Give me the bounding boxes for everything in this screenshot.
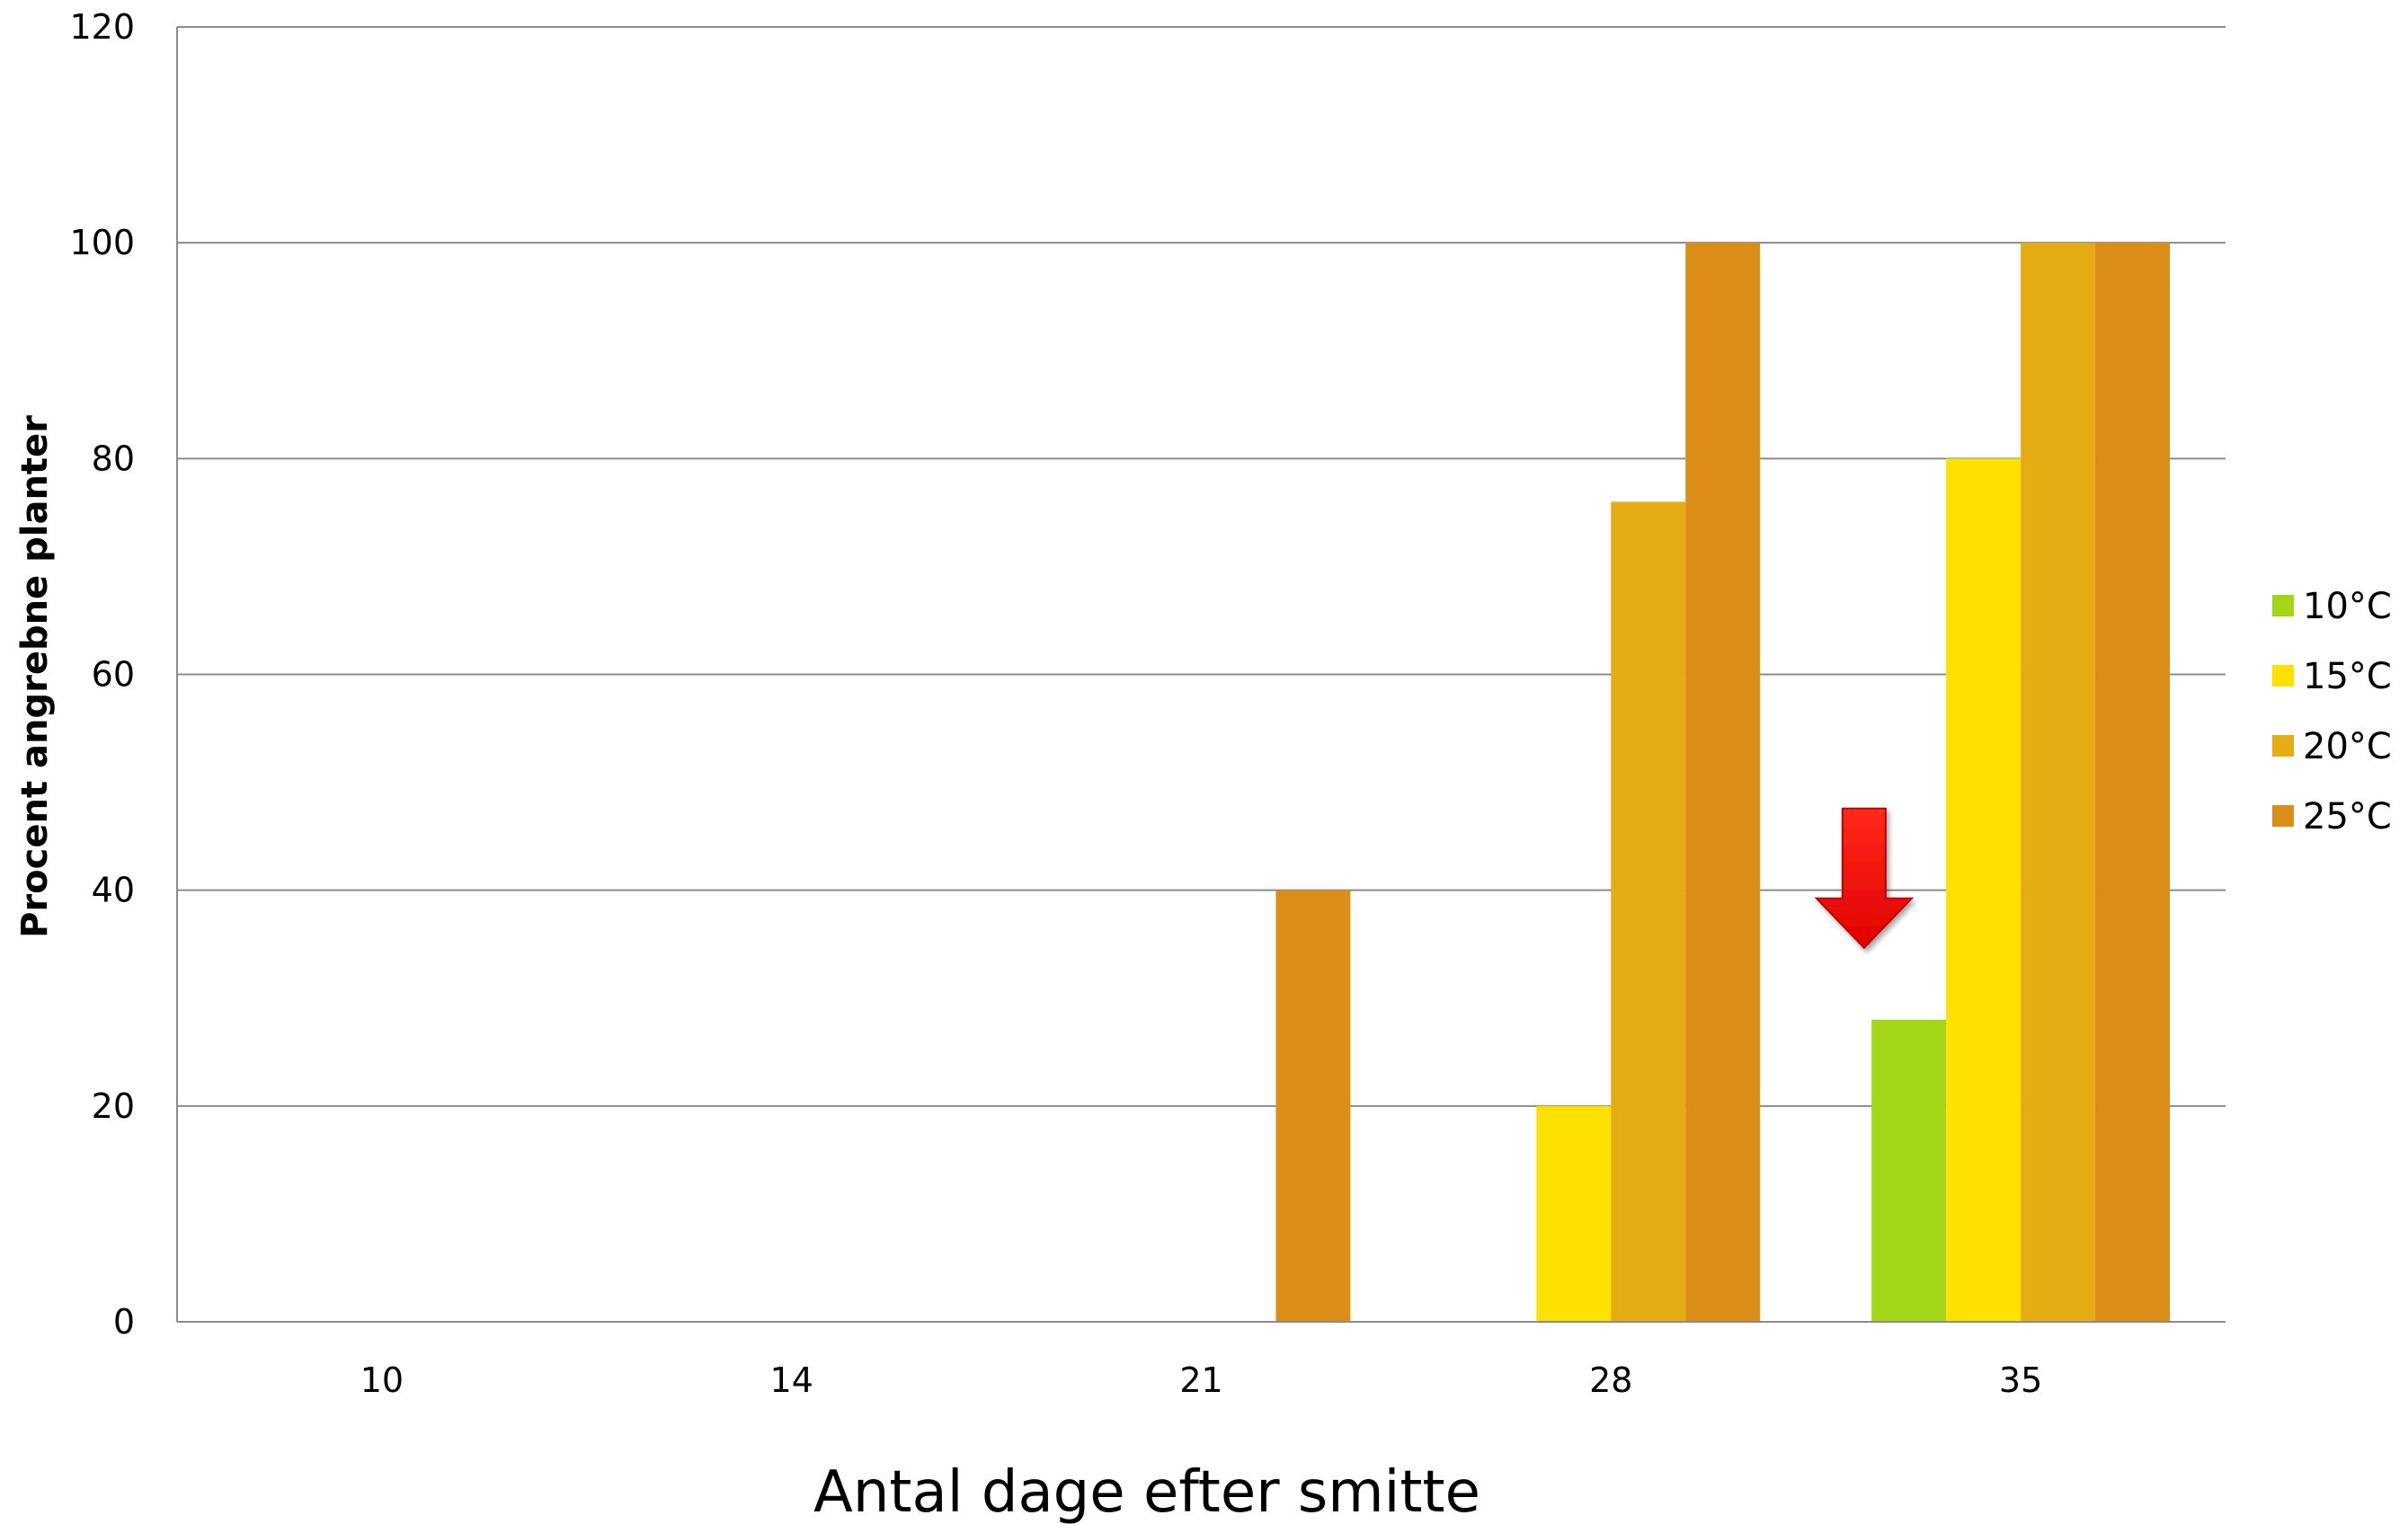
x-tick-label: 21	[1179, 1360, 1222, 1400]
legend-label: 15°C	[2303, 656, 2392, 697]
legend-label: 10°C	[2303, 586, 2392, 627]
bar-35-20°C	[2021, 243, 2096, 1323]
bar-28-15°C	[1536, 1105, 1612, 1322]
y-tick-label: 120	[69, 7, 135, 47]
bars	[1275, 243, 2171, 1323]
bar-28-20°C	[1611, 501, 1686, 1322]
x-tick-label: 10	[360, 1360, 404, 1400]
x-tick-label: 35	[1999, 1360, 2042, 1400]
bar-28-25°C	[1685, 243, 1761, 1323]
y-tick-label: 40	[92, 871, 135, 910]
axes: 0 20 40 60 80 100 120 10 14 21 28 35	[69, 7, 2226, 1400]
bar-35-10°C	[1871, 1019, 1947, 1322]
y-tick-label: 60	[92, 655, 135, 695]
x-tick-label: 28	[1589, 1360, 1632, 1400]
y-tick-label: 80	[92, 439, 135, 478]
legend: 10°C 15°C 20°C 25°C	[2272, 586, 2392, 837]
annotations	[1814, 807, 1915, 950]
bar-35-25°C	[2095, 243, 2171, 1323]
arrow-down-icon	[1814, 807, 1915, 950]
gridlines	[177, 26, 2226, 1107]
legend-swatch-25°C	[2272, 805, 2294, 827]
legend-swatch-15°C	[2272, 665, 2294, 687]
legend-swatch-20°C	[2272, 735, 2294, 757]
y-axis-title: Procent angrebne planter	[14, 415, 56, 938]
x-axis-title: Antal dage efter smitte	[813, 1459, 1480, 1524]
y-tick-label: 0	[113, 1302, 135, 1342]
legend-swatch-10°C	[2272, 595, 2294, 616]
bar-21-25°C	[1275, 890, 1351, 1322]
y-tick-label: 20	[92, 1086, 135, 1126]
legend-label: 25°C	[2303, 796, 2392, 837]
y-tick-label: 100	[69, 223, 135, 262]
x-tick-label: 14	[770, 1360, 813, 1400]
legend-label: 20°C	[2303, 726, 2392, 767]
bar-35-15°C	[1946, 458, 2021, 1322]
